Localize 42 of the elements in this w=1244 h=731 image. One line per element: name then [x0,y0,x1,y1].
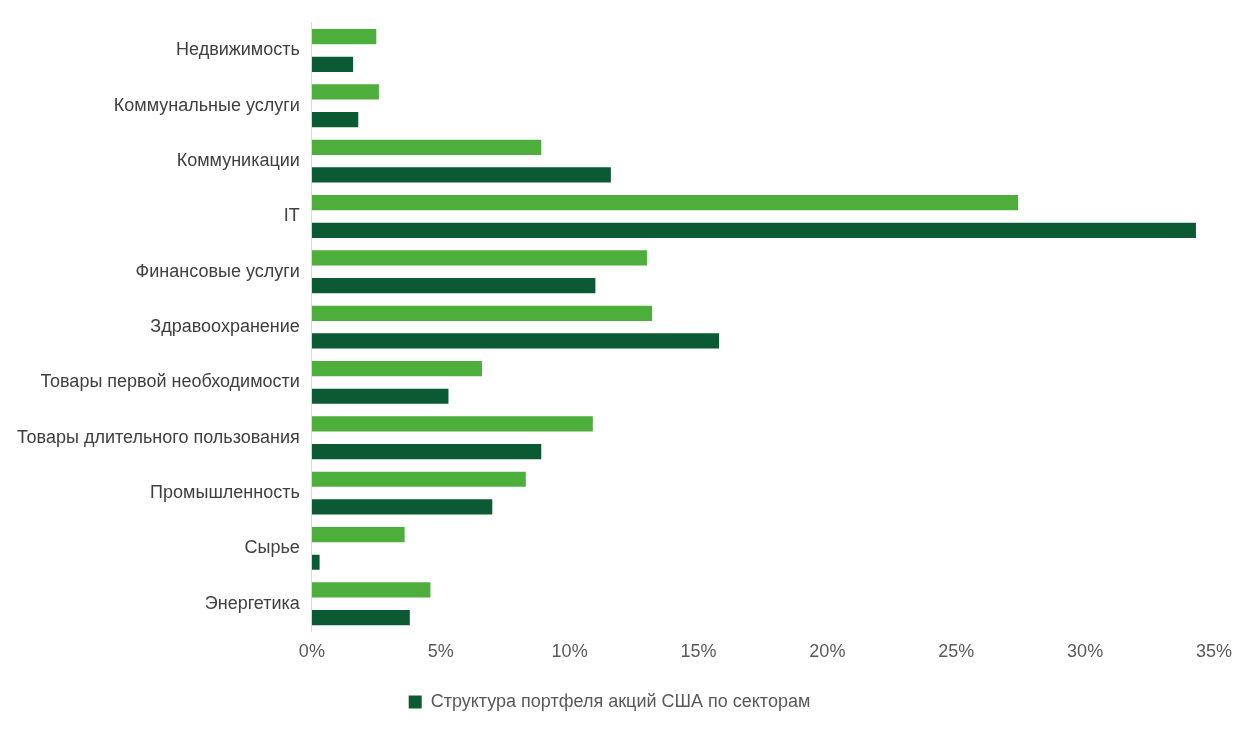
bar [311,609,410,626]
x-tick-label: 20% [809,641,846,662]
x-tick-label: 15% [680,641,717,662]
x-tick-label: 25% [938,641,975,662]
y-tick-label: Энергетика [204,592,301,613]
bar [311,29,377,45]
y-tick-label: Промышленность [150,482,300,503]
bar [311,333,720,349]
x-tick-label: 35% [1195,641,1233,662]
bar [311,526,405,543]
bar [311,167,611,183]
bar [311,582,431,598]
y-tick-label: Коммунальные услуги [113,94,300,115]
bar [311,305,653,321]
y-tick-label: Здравоохранение [150,316,300,337]
y-tick-label: Коммуникации [176,150,300,171]
bar [311,416,593,432]
bar [311,84,379,100]
x-tick-label: 30% [1067,641,1104,662]
bar [311,388,449,404]
x-tick-label: 5% [427,641,454,662]
bar [311,112,359,128]
bar [311,250,647,266]
bar [311,195,1019,211]
x-tick-label: 10% [551,641,588,662]
bar [311,471,526,487]
x-tick-label: 0% [298,641,325,662]
y-tick-label: Товары длительного пользования [16,426,300,447]
bar [311,139,542,155]
bar [311,222,1196,238]
bar [311,56,354,72]
y-tick-label: Финансовые услуги [135,260,300,281]
bar [311,499,493,515]
bar [311,554,320,570]
bar [311,278,596,294]
y-tick-label: Товары первой необходимости [40,371,300,392]
y-tick-label: Недвижимость [176,39,300,60]
y-tick-label: IT [283,205,300,226]
bar [311,360,482,377]
bar [311,443,542,460]
y-tick-label: Сырье [244,537,300,558]
legend-label: Структура портфеля акций США по секторам [430,690,811,711]
